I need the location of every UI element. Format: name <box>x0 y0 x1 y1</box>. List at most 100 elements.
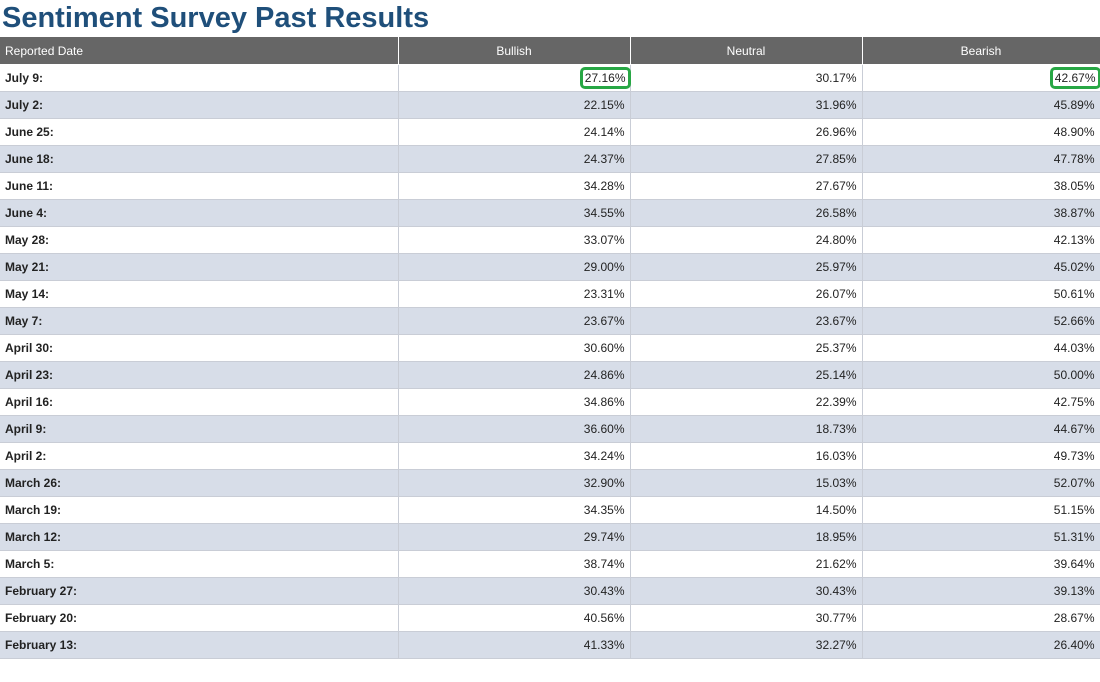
cell-bearish: 39.64% <box>861 550 1100 578</box>
cell-reported-date: April 2: <box>0 442 399 470</box>
cell-bullish: 34.24% <box>397 442 631 470</box>
column-header-bullish[interactable]: Bullish <box>397 37 631 65</box>
cell-reported-date: February 13: <box>0 631 399 659</box>
cell-neutral: 25.97% <box>629 253 863 281</box>
cell-bullish: 23.67% <box>397 307 631 335</box>
cell-neutral: 15.03% <box>629 469 863 497</box>
cell-neutral: 16.03% <box>629 442 863 470</box>
cell-reported-date: June 18: <box>0 145 399 173</box>
cell-reported-date: June 25: <box>0 118 399 146</box>
cell-bearish: 44.67% <box>861 415 1100 443</box>
table-row: April 2: 34.24% 16.03% 49.73% <box>0 442 1100 470</box>
cell-bullish: 41.33% <box>397 631 631 659</box>
table-row: May 7: 23.67% 23.67% 52.66% <box>0 307 1100 335</box>
cell-bearish: 38.87% <box>861 199 1100 227</box>
cell-neutral: 26.96% <box>629 118 863 146</box>
cell-bullish: 30.43% <box>397 577 631 605</box>
cell-bullish: 40.56% <box>397 604 631 632</box>
table-row: April 9: 36.60% 18.73% 44.67% <box>0 415 1100 443</box>
cell-bullish: 24.86% <box>397 361 631 389</box>
cell-bullish: 36.60% <box>397 415 631 443</box>
cell-reported-date: March 26: <box>0 469 399 497</box>
highlighted-value: 42.67% <box>1049 67 1100 89</box>
cell-bullish: 34.86% <box>397 388 631 416</box>
cell-bearish: 45.89% <box>861 91 1100 119</box>
table-row: April 23: 24.86% 25.14% 50.00% <box>0 361 1100 389</box>
table-row: February 13: 41.33% 32.27% 26.40% <box>0 631 1100 659</box>
table-row: May 28: 33.07% 24.80% 42.13% <box>0 226 1100 254</box>
cell-bullish: 29.00% <box>397 253 631 281</box>
table-row: June 25: 24.14% 26.96% 48.90% <box>0 118 1100 146</box>
cell-reported-date: May 28: <box>0 226 399 254</box>
header-row: Reported Date Bullish Neutral Bearish <box>0 37 1100 65</box>
cell-bearish: 44.03% <box>861 334 1100 362</box>
cell-neutral: 18.95% <box>629 523 863 551</box>
cell-neutral: 27.67% <box>629 172 863 200</box>
table-row: July 9: 27.16% 30.17% 42.67% <box>0 64 1100 92</box>
cell-bullish: 33.07% <box>397 226 631 254</box>
cell-reported-date: March 19: <box>0 496 399 524</box>
cell-bearish: 50.00% <box>861 361 1100 389</box>
cell-bullish: 38.74% <box>397 550 631 578</box>
table-row: April 16: 34.86% 22.39% 42.75% <box>0 388 1100 416</box>
cell-reported-date: July 9: <box>0 64 399 92</box>
cell-neutral: 31.96% <box>629 91 863 119</box>
cell-bullish: 34.28% <box>397 172 631 200</box>
cell-bullish: 30.60% <box>397 334 631 362</box>
cell-bearish: 42.75% <box>861 388 1100 416</box>
cell-bearish: 39.13% <box>861 577 1100 605</box>
cell-bearish: 52.66% <box>861 307 1100 335</box>
column-header-neutral[interactable]: Neutral <box>629 37 863 65</box>
table-row: May 21: 29.00% 25.97% 45.02% <box>0 253 1100 281</box>
cell-neutral: 14.50% <box>629 496 863 524</box>
cell-reported-date: April 30: <box>0 334 399 362</box>
table-row: February 27: 30.43% 30.43% 39.13% <box>0 577 1100 605</box>
sentiment-results-table: Reported Date Bullish Neutral Bearish Ju… <box>0 37 1100 659</box>
table-body: July 9: 27.16% 30.17% 42.67% July 2: 22.15% 31… <box>0 64 1100 659</box>
cell-neutral: 32.27% <box>629 631 863 659</box>
table-row: April 30: 30.60% 25.37% 44.03% <box>0 334 1100 362</box>
cell-reported-date: March 12: <box>0 523 399 551</box>
cell-bullish: 34.55% <box>397 199 631 227</box>
cell-bullish: 32.90% <box>397 469 631 497</box>
cell-bullish: 24.37% <box>397 145 631 173</box>
cell-reported-date: July 2: <box>0 91 399 119</box>
cell-neutral: 27.85% <box>629 145 863 173</box>
cell-bullish: 27.16% <box>397 64 631 92</box>
cell-neutral: 30.77% <box>629 604 863 632</box>
cell-reported-date: April 23: <box>0 361 399 389</box>
cell-bullish: 22.15% <box>397 91 631 119</box>
table-row: June 4: 34.55% 26.58% 38.87% <box>0 199 1100 227</box>
cell-reported-date: May 21: <box>0 253 399 281</box>
cell-bearish: 26.40% <box>861 631 1100 659</box>
table-row: March 5: 38.74% 21.62% 39.64% <box>0 550 1100 578</box>
cell-bearish: 52.07% <box>861 469 1100 497</box>
cell-neutral: 24.80% <box>629 226 863 254</box>
cell-reported-date: June 4: <box>0 199 399 227</box>
cell-reported-date: May 7: <box>0 307 399 335</box>
column-header-bearish[interactable]: Bearish <box>861 37 1100 65</box>
cell-reported-date: April 16: <box>0 388 399 416</box>
cell-bearish: 38.05% <box>861 172 1100 200</box>
cell-neutral: 25.14% <box>629 361 863 389</box>
table-row: March 19: 34.35% 14.50% 51.15% <box>0 496 1100 524</box>
table-row: June 11: 34.28% 27.67% 38.05% <box>0 172 1100 200</box>
cell-bullish: 34.35% <box>397 496 631 524</box>
table-row: June 18: 24.37% 27.85% 47.78% <box>0 145 1100 173</box>
cell-neutral: 30.17% <box>629 64 863 92</box>
cell-bearish: 42.67% <box>861 64 1100 92</box>
cell-bearish: 45.02% <box>861 253 1100 281</box>
table-row: July 2: 22.15% 31.96% 45.89% <box>0 91 1100 119</box>
cell-reported-date: March 5: <box>0 550 399 578</box>
column-header-reported-date[interactable]: Reported Date <box>0 37 399 65</box>
cell-reported-date: April 9: <box>0 415 399 443</box>
cell-bearish: 28.67% <box>861 604 1100 632</box>
cell-reported-date: June 11: <box>0 172 399 200</box>
cell-neutral: 30.43% <box>629 577 863 605</box>
cell-neutral: 26.58% <box>629 199 863 227</box>
cell-neutral: 22.39% <box>629 388 863 416</box>
table-header: Reported Date Bullish Neutral Bearish <box>0 37 1100 65</box>
cell-bullish: 29.74% <box>397 523 631 551</box>
page-title: Sentiment Survey Past Results <box>2 2 430 34</box>
cell-neutral: 26.07% <box>629 280 863 308</box>
